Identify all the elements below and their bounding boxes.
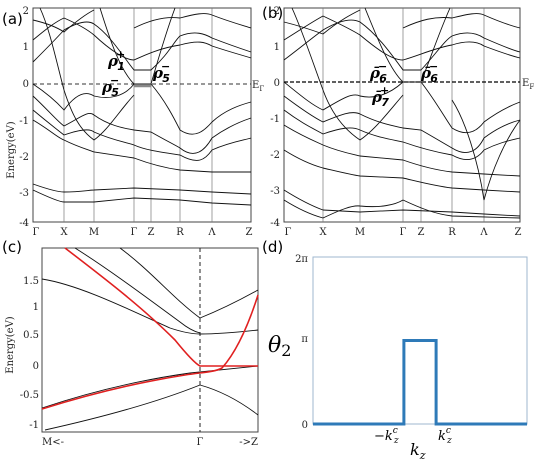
ytick: 0 [302,420,308,431]
xtick: M [355,227,365,238]
yticks-d: 2π π 0 [295,254,308,431]
ytick: 0 [274,78,280,89]
frame-c [41,247,259,433]
ytick: -2 [270,150,280,161]
xtick: Γ [131,227,138,238]
ytick: 1 [23,42,29,53]
ytick: π [301,334,308,345]
ytick: 1 [33,302,39,313]
ytick: 2 [23,6,29,17]
hs-lines-b [322,8,485,222]
xticks-d: −kc z kc z [374,426,452,446]
panel-label-b: (b) [262,4,283,22]
ytick: 2π [295,254,308,265]
ytick: 0.5 [23,330,39,341]
highlight-bands-c [41,247,259,410]
ytick: 0 [33,361,39,372]
xtick: Γ [33,227,40,238]
panel-b: (b) 2 1 0 -1 -2 -3 -4 EF [262,4,534,238]
panel-a: (a) Energy(eV) 2 1 0 -1 -2 -3 -4 EΓ [2,6,264,238]
yticks-c: 1.5 1 0.5 0 -0.5 -1 [20,276,39,431]
xtick: Λ [479,227,488,238]
bands-c [41,247,259,431]
xtick: Z [418,227,425,238]
irrep-label: ρ+ 1 [107,48,125,73]
xtick: Γ [400,227,407,238]
xlabel-d: kz [410,440,426,459]
ytick: -1 [19,116,29,127]
xticks-b: Γ X M Γ Z R Λ Z [285,227,522,238]
ytick: -4 [270,218,280,229]
bands-a [32,7,252,206]
irrep-label: ρ̄+ 7 [371,84,389,109]
irrep-label: ρ− 5 [152,60,170,85]
irrep-label: ρ− 5 [101,74,119,99]
yticks-b: 2 1 0 -1 -2 -3 -4 [270,6,280,229]
yticks-a: 2 1 0 -1 -2 -3 -4 [19,6,29,229]
frame-a [32,7,252,223]
xtick: X [60,227,68,238]
panel-label-c: (c) [2,238,22,256]
xtick: Γ [285,227,292,238]
xtick: R [176,227,184,238]
xtick: Z [515,227,522,238]
irrep-label: ρ̄− 6 [369,60,387,85]
xtick: M<- [42,437,64,448]
xticks-c: M<- Γ ->Z [42,437,258,448]
xtick: M [89,227,99,238]
ytick: -1 [270,114,280,125]
theta-series-line [313,339,527,426]
ytick: 1 [274,42,280,53]
ylabel-a: Energy(eV) [6,121,17,179]
ytick: -3 [19,188,29,199]
frame-d [312,256,528,425]
fermi-label-b: EF [522,78,534,91]
ytick: -4 [19,218,29,229]
theta-plot [313,339,527,426]
ytick: 0 [23,79,29,90]
panel-label-a: (a) [2,10,23,28]
irrep-labels-b: ρ̄− 6 ρ̄− 6 ρ̄+ 7 [369,60,438,109]
frame-b [283,7,521,223]
panel-c: (c) Energy(eV) 1.5 1 0.5 0 -0.5 -1 M<- Γ… [2,238,259,448]
fermi-label-a: EΓ [252,80,264,93]
xtick: kc z [438,426,452,446]
ytick: -0.5 [20,390,39,401]
xtick: −kc z [374,426,399,446]
xtick: Γ [197,437,204,448]
ytick: -2 [19,152,29,163]
ytick: 2 [274,6,280,17]
ytick: -3 [270,186,280,197]
ylabel-d: θ2 [268,333,291,360]
ytick: 1.5 [23,276,39,287]
xtick: Z [148,227,155,238]
xtick: X [319,227,327,238]
xtick: R [448,227,456,238]
panel-d: (d) θ2 2π π 0 −kc z kc z kz [262,238,528,459]
xtick: Λ [207,227,216,238]
bands-b [283,7,521,219]
ylabel-c: Energy(eV) [5,316,16,374]
xtick: Z [246,227,253,238]
xtick: ->Z [239,437,258,448]
ytick: -1 [29,420,39,431]
irrep-labels-a: ρ+ 1 ρ− 5 ρ− 5 [101,48,170,99]
irrep-label: ρ̄− 6 [420,60,438,85]
panel-label-d: (d) [262,238,283,256]
hs-lines-a [63,8,213,222]
xticks-a: Γ X M Γ Z R Λ Z [33,227,253,238]
